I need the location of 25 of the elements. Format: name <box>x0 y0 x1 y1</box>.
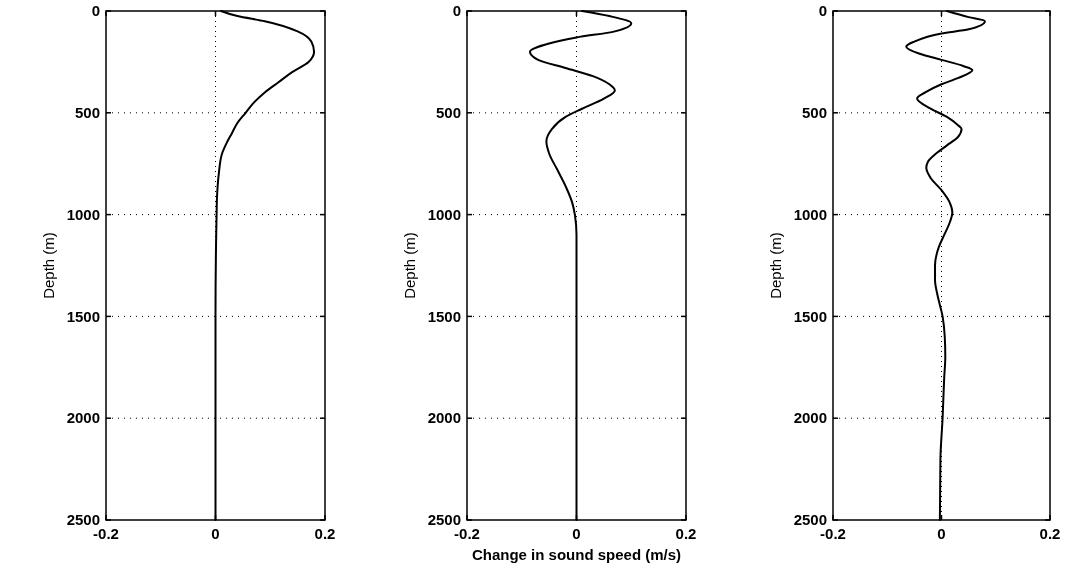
x-tick-label: 0 <box>572 525 581 542</box>
y-tick-label: 1500 <box>427 307 461 325</box>
y-axis-title: Depth (m) <box>767 232 784 299</box>
y-tick-label: 0 <box>452 2 461 20</box>
y-tick-label: 1000 <box>427 205 461 223</box>
y-tick-label: 1000 <box>793 205 827 223</box>
x-axis-title: Change in sound speed (m/s) <box>471 546 682 563</box>
y-tick-label: 2000 <box>66 409 100 427</box>
y-tick-label: 500 <box>801 104 827 122</box>
x-tick-label: 0.2 <box>314 525 336 542</box>
x-tick-label: 0 <box>937 525 946 542</box>
y-tick-label: 0 <box>91 2 100 20</box>
y-tick-label: 0 <box>818 2 827 20</box>
x-tick-label: 0.2 <box>675 525 697 542</box>
y-tick-label: 1500 <box>66 307 100 325</box>
y-tick-label: 1500 <box>793 307 827 325</box>
y-tick-label: 2000 <box>427 409 461 427</box>
y-tick-label: 500 <box>74 104 100 122</box>
x-tick-label: 0.2 <box>1039 525 1061 542</box>
y-tick-label: 1000 <box>66 205 100 223</box>
y-axis-title: Depth (m) <box>401 232 418 299</box>
y-tick-label: 2000 <box>793 409 827 427</box>
x-tick-label: 0 <box>211 525 220 542</box>
y-tick-label: 500 <box>435 104 461 122</box>
y-axis-title: Depth (m) <box>40 232 57 299</box>
